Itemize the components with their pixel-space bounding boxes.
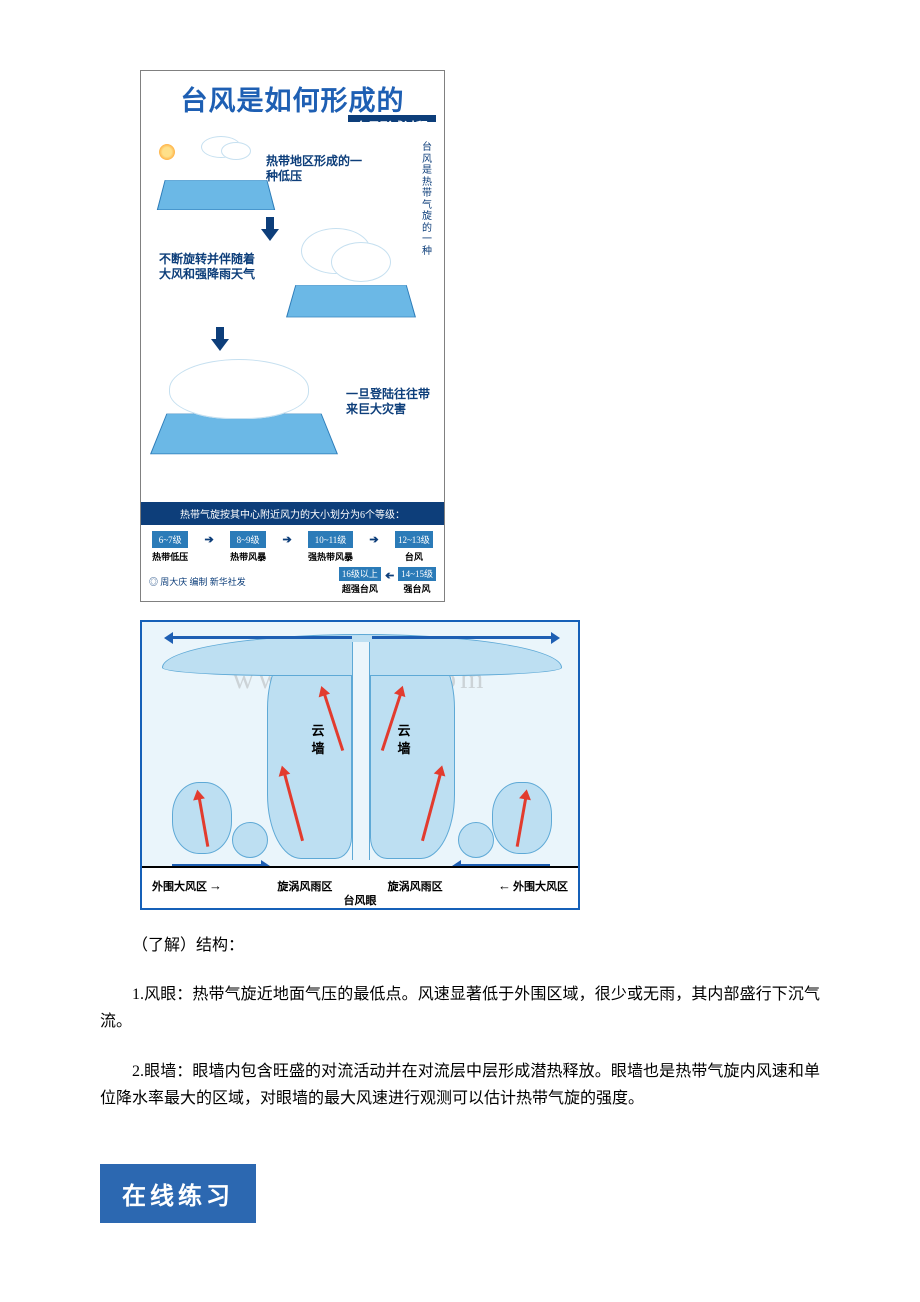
scale-level: 16级以上 [339,567,381,581]
scale-item: 16级以上 超强台风 [339,567,381,595]
stage1-caption: 热带地区形成的一种低压 [266,154,366,184]
eyewall-label-right: 云墙 [396,722,412,758]
scale-level: 14~15级 [398,567,436,581]
typhoon-formation-infographic: 台风是如何形成的 台风形成过程 台风是热带气旋的一种 热带地区形成的一种低压 不… [140,70,445,602]
infographic1-side-note: 台风是热带气旋的一种 [420,142,434,257]
scale-item: 12~13级 台风 [395,531,433,563]
scale-name: 超强台风 [339,582,381,595]
cloud-icon [221,142,251,160]
scale-name: 强台风 [398,582,436,595]
stage2-caption: 不断旋转并伴随着大风和强降雨天气 [159,252,259,282]
eye-gap [352,642,370,860]
typhoon-structure-diagram: www.bdocx.com 云墙 云墙 外围大风区→ 旋涡风雨区 旋涡风雨区 ←… [140,620,580,910]
sun-icon [159,144,175,160]
online-practice-badge: 在线练习 [100,1164,256,1223]
scale-level: 8~9级 [230,531,266,548]
scale-item: 14~15级 强台风 [398,567,436,595]
scale-name: 热带风暴 [230,550,266,563]
paragraph-1: 1.风眼：热带气旋近地面气压的最低点。风速显著低于外围区域，很少或无雨，其内部盛… [100,981,820,1035]
infographic1-credit-row: ◎ 周大庆 编制 新华社发 16级以上 超强台风 ➔ 14~15级 强台风 [141,565,444,601]
eyewall-label-left: 云墙 [310,722,326,758]
outflow-arrow-icon [372,636,552,639]
scale-item: 8~9级 热带风暴 [230,531,266,563]
scale-name: 热带低压 [152,550,188,563]
infographic1-body: 台风是热带气旋的一种 热带地区形成的一种低压 不断旋转并伴随着大风和强降雨天气 [141,122,444,502]
down-arrow-icon [211,327,229,351]
outflow-arrow-icon [172,636,352,639]
scale-level: 10~11级 [308,531,353,548]
scale-item: 6~7级 热带低压 [152,531,188,563]
arrow-right-icon: ➔ [282,533,291,546]
structure-heading: （了解）结构： [100,932,820,959]
scale-row-1: 6~7级 热带低压 ➔ 8~9级 热带风暴 ➔ 10~11级 强热带风暴 ➔ 1… [141,525,444,565]
eye-label: 台风眼 [142,892,578,908]
down-arrow-icon [261,217,279,241]
diagram-bottom: 外围大风区→ 旋涡风雨区 旋涡风雨区 ←外围大风区 台风眼 [142,868,578,908]
scale-level: 12~13级 [395,531,433,548]
landfall-cloud-icon [169,359,309,419]
scale-item: 10~11级 强热带风暴 [308,531,353,563]
scale-name: 台风 [395,550,433,563]
outer-cloud [232,822,268,858]
stage1-platform [161,168,271,220]
paragraph-2: 2.眼墙：眼墙内包含旺盛的对流活动并在对流层中层形成潜热释放。眼墙也是热带气旋内… [100,1058,820,1112]
scale-name: 强热带风暴 [308,550,353,563]
arrow-right-icon: ➔ [205,533,214,546]
stage3-caption: 一旦登陆往往带来巨大灾害 [346,387,436,417]
swirl-cloud-icon [331,242,391,282]
scale-level: 6~7级 [152,531,188,548]
outer-cloud [458,822,494,858]
arrow-right-icon: ➔ [369,533,378,546]
credit-text: ◎ 周大庆 编制 新华社发 [149,575,246,588]
scale-strip-title: 热带气旋按其中心附近风力的大小划分为6个等级： [141,502,444,525]
arrow-left-icon: ➔ [385,569,394,582]
eyewall-cloud-right [370,644,455,859]
